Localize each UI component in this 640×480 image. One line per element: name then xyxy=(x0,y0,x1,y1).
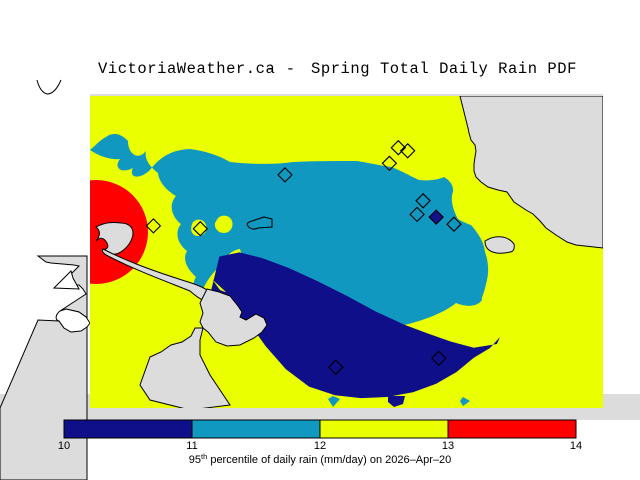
svg-text:Spring Total Daily Rain PDF: Spring Total Daily Rain PDF xyxy=(311,60,577,78)
svg-text:- -: - - xyxy=(266,60,296,78)
svg-text:95th percentile of daily rain: 95th percentile of daily rain (mm/day) o… xyxy=(189,452,451,466)
svg-text:14: 14 xyxy=(570,440,582,452)
svg-text:10: 10 xyxy=(58,440,70,452)
svg-text:11: 11 xyxy=(186,440,197,452)
svg-text:VictoriaWeather.ca: VictoriaWeather.ca xyxy=(98,60,275,78)
svg-text:13: 13 xyxy=(442,440,454,452)
svg-text:12: 12 xyxy=(314,440,326,452)
